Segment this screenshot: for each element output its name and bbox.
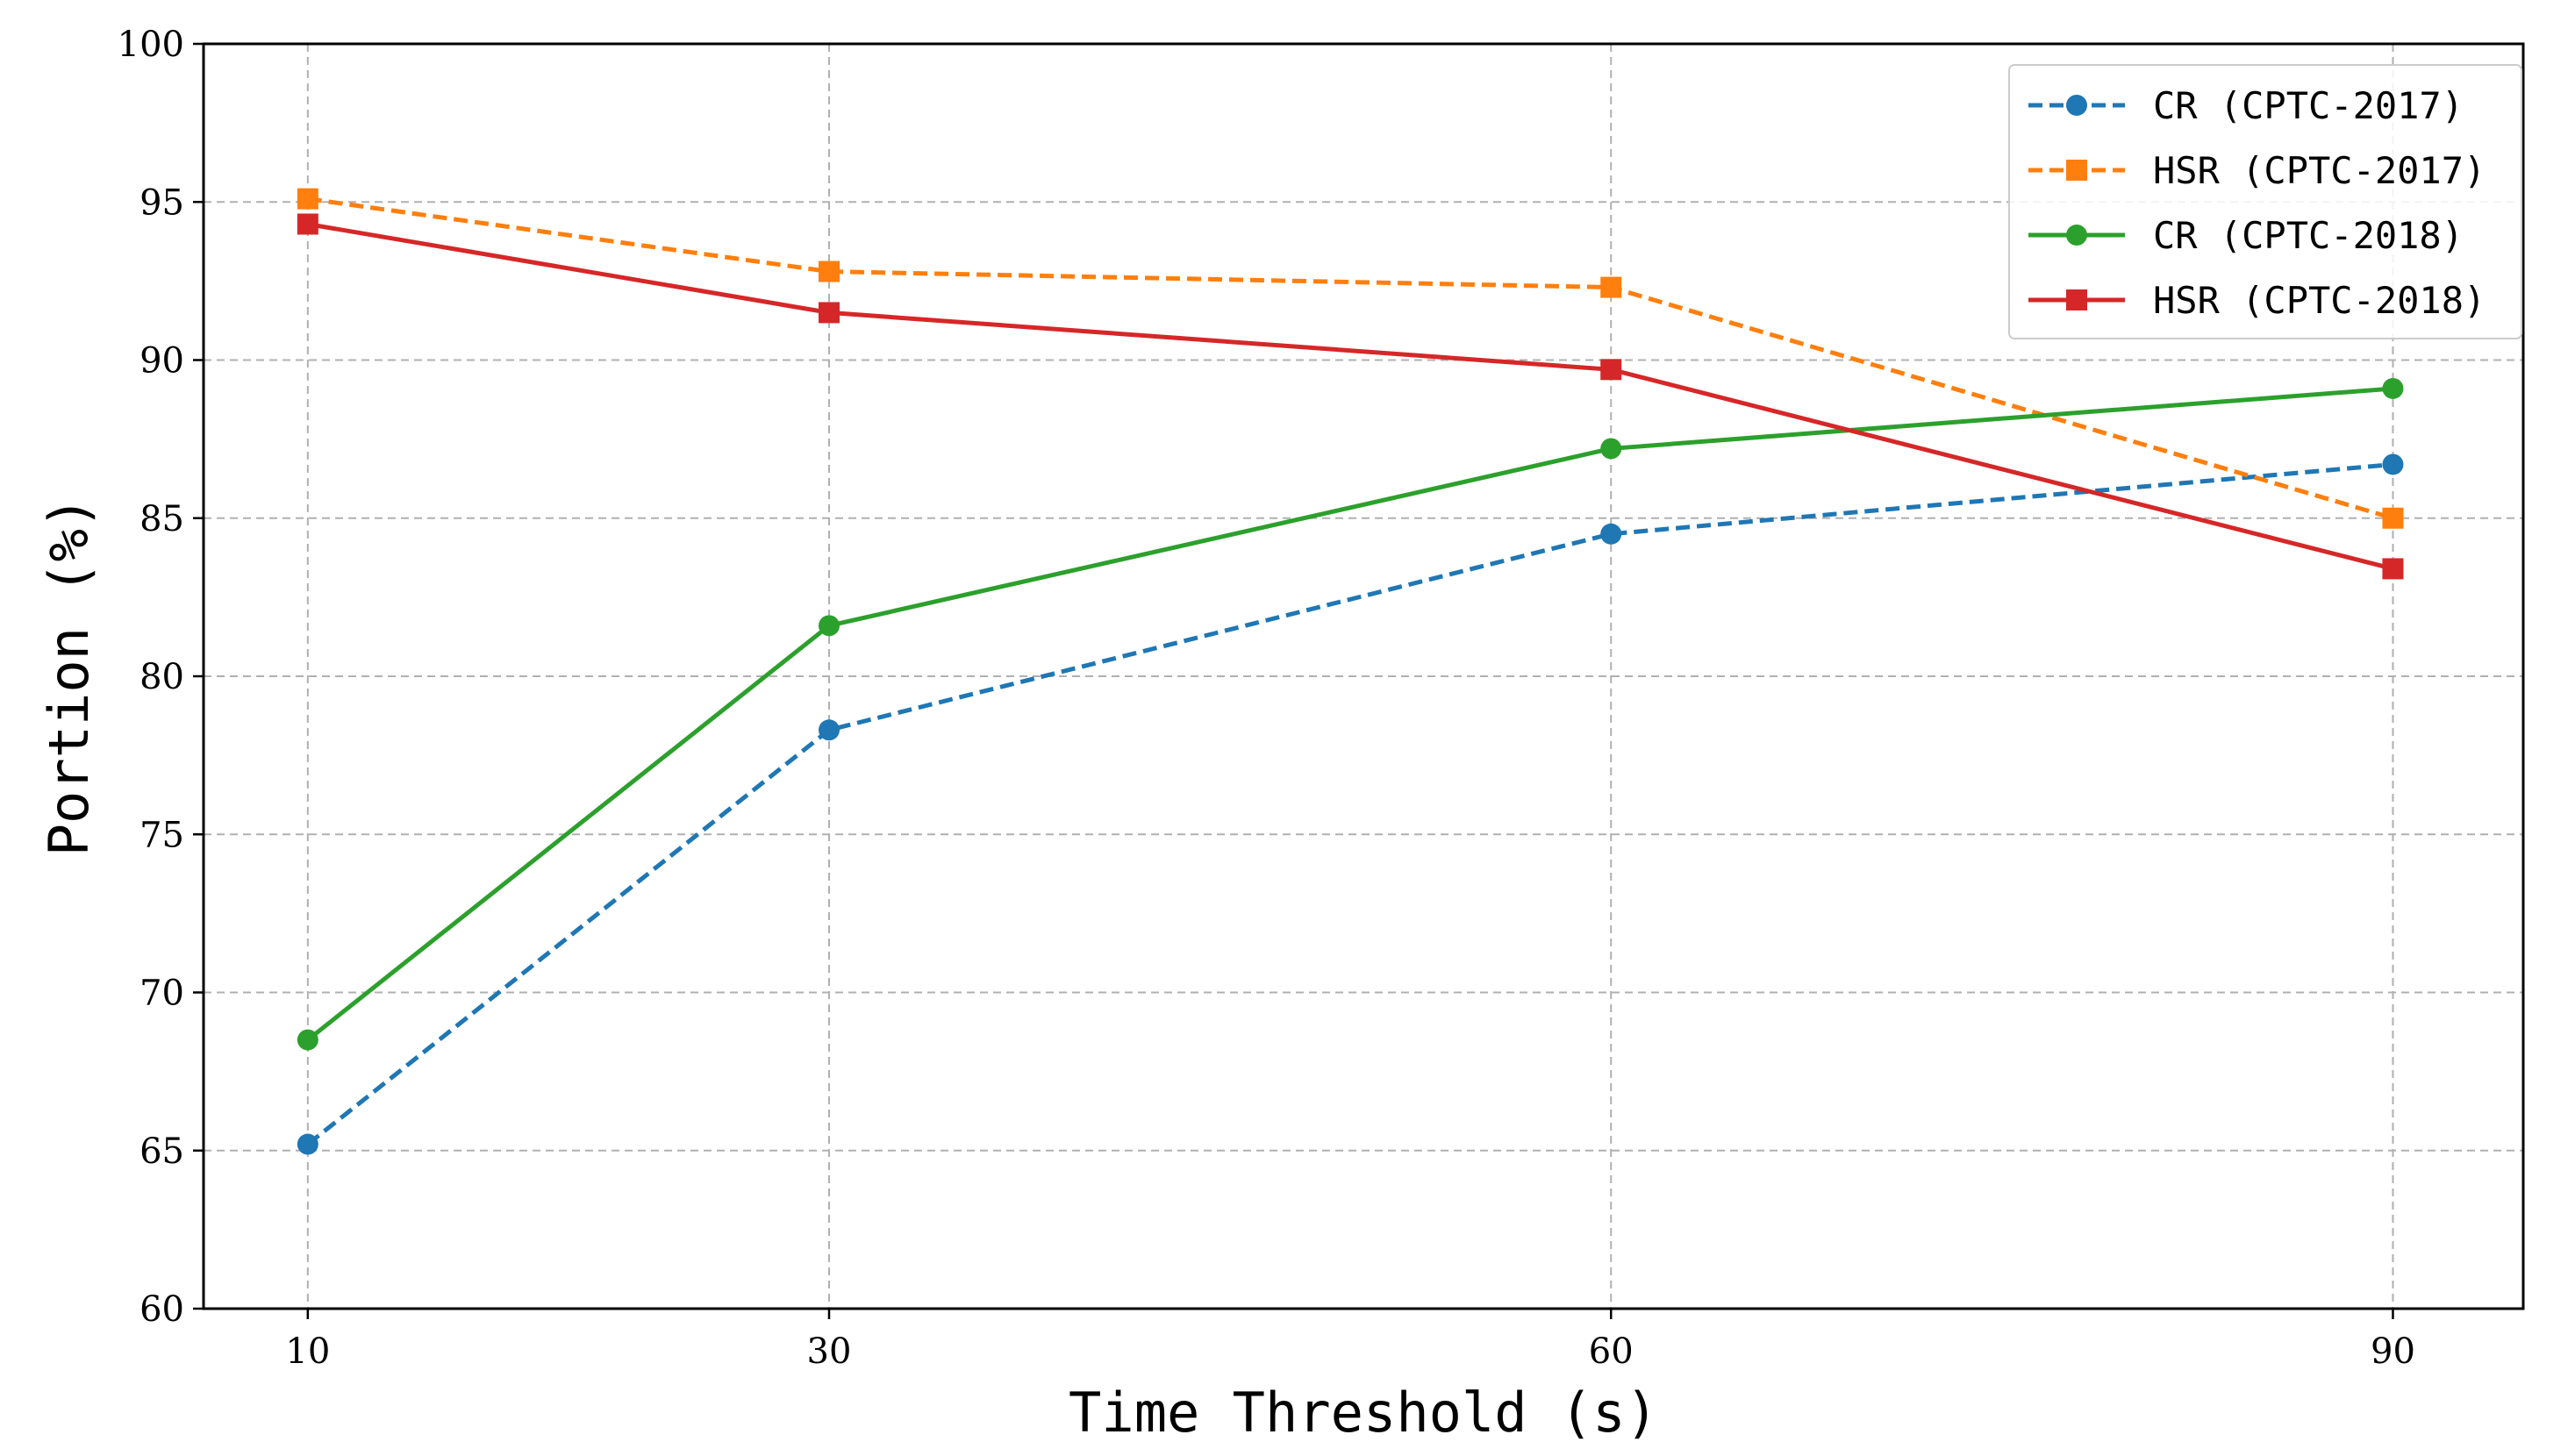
- data-point: [818, 615, 840, 637]
- legend-box: [2008, 64, 2522, 339]
- legend-label: HSR (CPTC-2018): [2153, 279, 2486, 322]
- series-3: [297, 377, 2404, 1051]
- data-point: [1600, 359, 1622, 381]
- data-point: [1600, 523, 1622, 545]
- legend-swatch-marker: [2066, 225, 2087, 246]
- legend-item: HSR (CPTC-2017): [2028, 149, 2486, 192]
- data-point: [818, 719, 840, 741]
- x-tick-label: 10: [285, 1331, 330, 1372]
- data-point: [2382, 377, 2404, 399]
- data-point: [1600, 438, 1622, 460]
- y-tick-label: 90: [139, 341, 184, 382]
- x-tick-label: 60: [1589, 1331, 1634, 1372]
- legend-item: CR (CPTC-2017): [2028, 84, 2464, 127]
- grid: [204, 44, 2523, 1309]
- data-point: [297, 1133, 318, 1155]
- x-tick-label: 90: [2371, 1331, 2415, 1372]
- data-point: [2382, 558, 2404, 580]
- series-1: [297, 453, 2404, 1155]
- y-tick-label: 80: [139, 657, 184, 697]
- x-tick-label: 30: [807, 1331, 852, 1372]
- x-axis-title: Time Threshold (s): [1069, 1381, 1658, 1445]
- series-4: [297, 213, 2404, 580]
- series-2: [297, 188, 2404, 529]
- y-axis-title: Portion (%): [37, 496, 101, 857]
- legend-label: HSR (CPTC-2017): [2153, 149, 2486, 192]
- y-tick-label: 75: [139, 815, 184, 855]
- y-tick-label: 100: [118, 25, 184, 65]
- series-line: [306, 461, 2393, 1146]
- series-line: [307, 222, 2394, 571]
- data-point: [818, 261, 840, 282]
- y-tick-label: 65: [139, 1131, 184, 1172]
- legend-item: CR (CPTC-2018): [2028, 214, 2464, 257]
- legend-swatch-marker: [2066, 289, 2087, 310]
- data-point: [297, 213, 318, 235]
- legend: CR (CPTC-2017) HSR (CPTC-2017) CR (CPTC-20…: [2008, 64, 2522, 339]
- legend-swatch-marker: [2066, 160, 2087, 181]
- y-tick-label: 70: [139, 974, 184, 1014]
- y-tick-label: 85: [139, 499, 184, 539]
- data-point: [2382, 453, 2404, 475]
- data-point: [297, 188, 318, 210]
- legend-swatch-marker: [2066, 95, 2087, 116]
- y-tick-label: 95: [139, 182, 184, 223]
- series-line: [307, 196, 2394, 521]
- data-point: [818, 302, 840, 324]
- series-line: [306, 386, 2393, 1042]
- legend-label: CR (CPTC-2017): [2153, 84, 2464, 127]
- data-point: [2382, 507, 2404, 529]
- data-point: [297, 1029, 318, 1051]
- legend-item: HSR (CPTC-2018): [2028, 279, 2486, 322]
- series-area: [297, 188, 2404, 1155]
- data-point: [1600, 276, 1622, 298]
- legend-label: CR (CPTC-2018): [2153, 214, 2464, 257]
- axis-ticks: 60 65 70 75 80 85 90 95 100 10 30 60 90: [118, 25, 2415, 1372]
- y-tick-label: 60: [139, 1289, 184, 1330]
